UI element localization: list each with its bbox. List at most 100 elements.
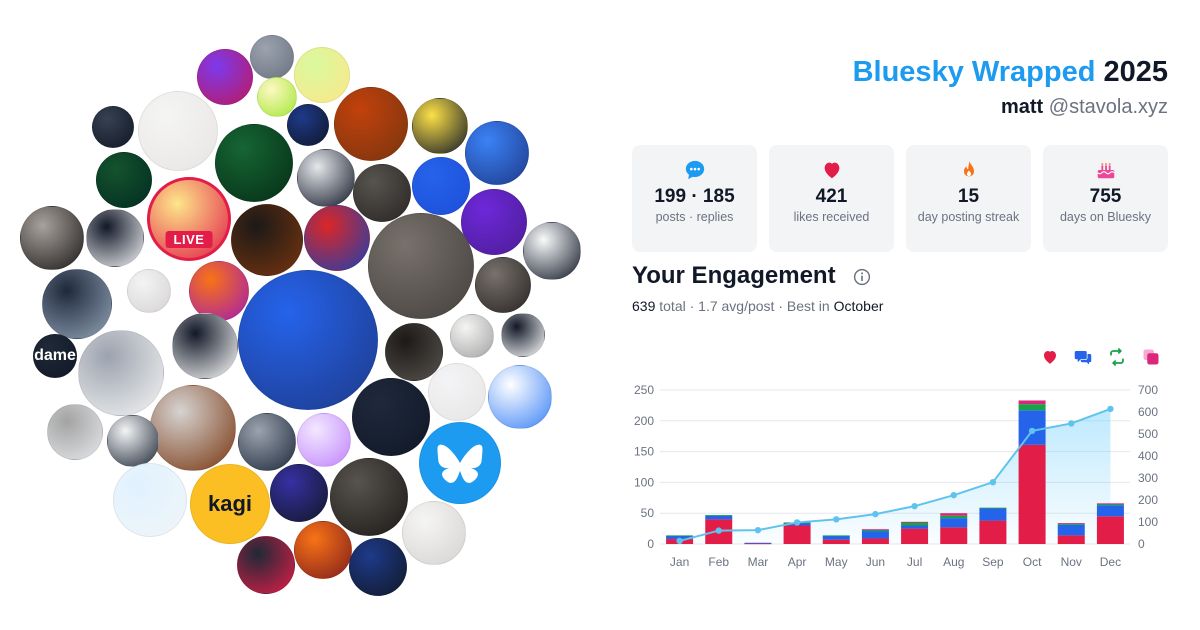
avatar: LIVE bbox=[147, 177, 231, 261]
engagement-total: 639 bbox=[632, 298, 656, 314]
y2-tick-label: 700 bbox=[1138, 383, 1158, 397]
avatar bbox=[349, 538, 407, 596]
y2-tick-label: 400 bbox=[1138, 449, 1158, 463]
bar-reposts bbox=[901, 522, 929, 526]
bar-quotes bbox=[901, 521, 929, 523]
stat-label: likes received bbox=[793, 210, 870, 224]
stat-value: 15 bbox=[957, 186, 980, 207]
bar-replies bbox=[822, 535, 850, 540]
avatar bbox=[353, 164, 411, 222]
avatar bbox=[304, 205, 370, 271]
stat-card-likes: 421 likes received bbox=[769, 145, 894, 252]
legend-replies-reply-icon[interactable] bbox=[1074, 348, 1092, 366]
avatar bbox=[231, 204, 303, 276]
avatar bbox=[297, 413, 351, 467]
info-icon[interactable] bbox=[853, 268, 871, 286]
live-badge: LIVE bbox=[165, 231, 213, 248]
x-tick-label: Oct bbox=[1023, 555, 1042, 569]
bar-replies bbox=[705, 515, 733, 520]
stat-value: 199 · 185 bbox=[654, 186, 735, 207]
cumulative-point bbox=[872, 510, 879, 518]
brand-title: Bluesky Wrapped bbox=[852, 56, 1096, 88]
x-tick-label: May bbox=[825, 555, 848, 569]
avatar bbox=[42, 269, 112, 339]
x-tick-label: Jan bbox=[670, 555, 689, 569]
y2-tick-label: 600 bbox=[1138, 405, 1158, 419]
avatar bbox=[297, 149, 355, 207]
stat-label: day posting streak bbox=[917, 210, 1020, 224]
bar-likes bbox=[979, 520, 1007, 544]
engagement-best-prefix: Best in bbox=[786, 298, 830, 314]
y-tick-label: 0 bbox=[647, 537, 654, 551]
avatar bbox=[197, 49, 253, 105]
avatar bbox=[330, 458, 408, 536]
engagement-title: Your Engagement bbox=[632, 262, 836, 289]
page-title: Bluesky Wrapped 2025 bbox=[853, 56, 1168, 89]
cake-icon bbox=[1096, 163, 1115, 179]
avatar bbox=[237, 536, 295, 594]
legend-quotes-quote-icon[interactable] bbox=[1142, 348, 1160, 366]
bar-replies bbox=[1018, 410, 1046, 445]
user-identity: matt @stavola.xyz bbox=[1001, 96, 1168, 119]
cumulative-point bbox=[989, 478, 997, 486]
avatar-label: dame bbox=[34, 347, 76, 364]
cumulative-point bbox=[1107, 405, 1114, 413]
bar-replies bbox=[744, 542, 772, 544]
avatar-cluster: LIVE dame kagi bbox=[20, 35, 581, 596]
y-tick-label: 50 bbox=[641, 506, 655, 520]
avatar-label: kagi bbox=[207, 491, 253, 516]
y-tick-label: 250 bbox=[634, 383, 654, 397]
display-name: matt bbox=[1000, 96, 1044, 118]
bar-replies bbox=[666, 535, 694, 540]
avatar bbox=[257, 77, 297, 117]
y-tick-label: 100 bbox=[634, 475, 654, 489]
avatar bbox=[501, 313, 545, 357]
bar-likes bbox=[1057, 535, 1085, 544]
avatar bbox=[215, 124, 293, 202]
avatar bbox=[172, 313, 238, 379]
legend-likes-heart-icon[interactable] bbox=[1041, 348, 1059, 366]
avatar bbox=[294, 521, 352, 579]
x-tick-label: Feb bbox=[708, 555, 729, 569]
butterfly-icon bbox=[437, 444, 483, 483]
cumulative-point bbox=[950, 491, 957, 499]
bar-quotes bbox=[940, 513, 968, 516]
year-title: 2025 bbox=[1103, 56, 1168, 88]
x-tick-label: Sep bbox=[982, 555, 1004, 569]
avatar bbox=[238, 270, 378, 410]
avatar bbox=[107, 415, 159, 467]
avatar bbox=[113, 463, 187, 537]
avatar bbox=[96, 152, 152, 208]
avatar bbox=[250, 35, 294, 79]
avatar bbox=[465, 121, 529, 185]
avatar bbox=[402, 501, 466, 565]
bar-reposts bbox=[861, 529, 889, 532]
avatar bbox=[287, 104, 329, 146]
avatar bbox=[270, 464, 328, 522]
cumulative-point bbox=[676, 537, 683, 545]
avatar bbox=[138, 91, 218, 171]
legend-reposts-repost-icon[interactable] bbox=[1108, 348, 1126, 366]
x-tick-label: Jul bbox=[907, 555, 922, 569]
stat-value: 421 bbox=[815, 186, 848, 207]
stat-label: days on Bluesky bbox=[1059, 210, 1152, 224]
bar-likes bbox=[822, 539, 850, 544]
x-tick-label: Apr bbox=[788, 555, 807, 569]
bar-quotes bbox=[1096, 503, 1124, 505]
stat-card-days: 755 days on Bluesky bbox=[1043, 145, 1168, 252]
bar-likes bbox=[901, 528, 929, 544]
x-tick-label: Jun bbox=[866, 555, 885, 569]
user-handle: @stavola.xyz bbox=[1048, 96, 1168, 118]
bar-replies bbox=[861, 531, 889, 539]
avatar bbox=[352, 378, 430, 456]
stat-card-posts: 199 · 185 posts · replies bbox=[632, 145, 757, 252]
bar-replies bbox=[940, 518, 968, 528]
engagement-total-label: total bbox=[659, 298, 686, 314]
bar-likes bbox=[861, 538, 889, 544]
bar-likes bbox=[744, 543, 772, 545]
bar-replies bbox=[979, 508, 1007, 521]
x-tick-label: Aug bbox=[943, 555, 964, 569]
bar-reposts bbox=[1096, 503, 1124, 506]
cumulative-point bbox=[754, 526, 762, 534]
stat-label: posts · replies bbox=[655, 210, 734, 224]
